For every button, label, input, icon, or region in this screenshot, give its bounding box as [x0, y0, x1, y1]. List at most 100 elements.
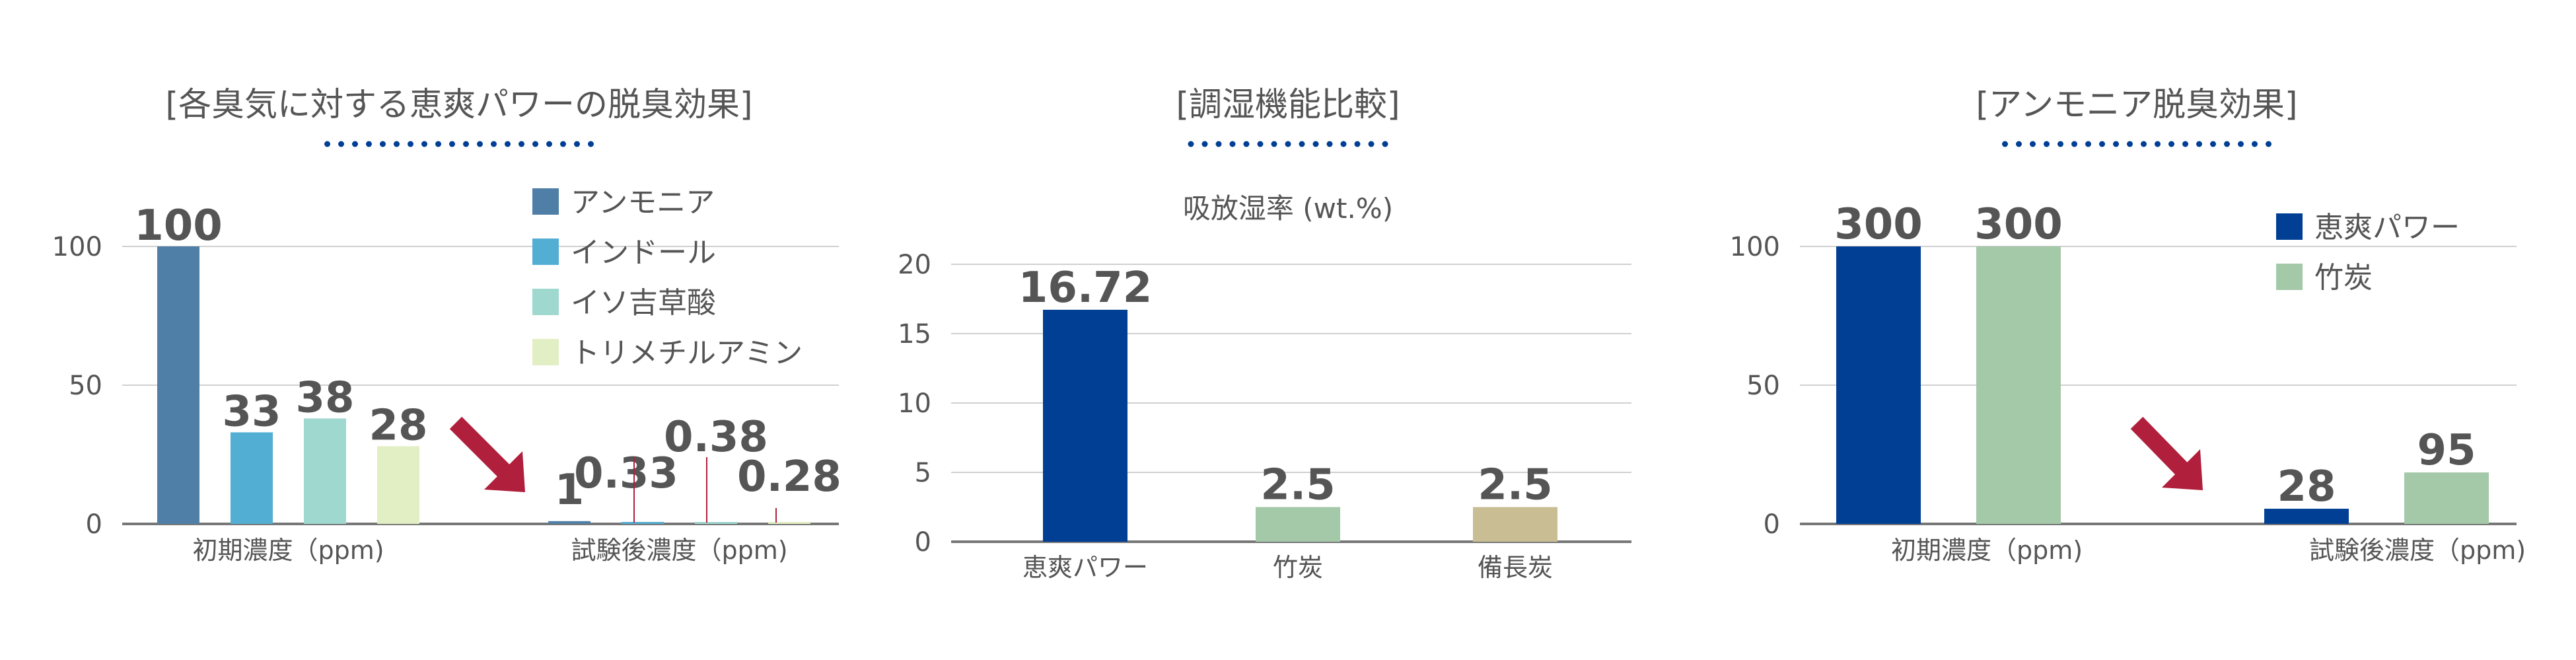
title-dot: [2057, 141, 2063, 147]
y-tick-label: 5: [915, 458, 931, 488]
title-dot: [352, 141, 358, 147]
y-tick-label: 0: [915, 527, 931, 558]
bar: [2404, 472, 2489, 524]
data-label: 28: [2277, 462, 2336, 511]
data-label: 0.38: [664, 413, 768, 462]
title-dot: [2210, 141, 2216, 147]
x-category-label: 試験後濃度（ppm): [2309, 536, 2526, 565]
arrow-head: [2162, 449, 2203, 490]
title-dot: [1326, 141, 1333, 147]
chart-ammonia-removal: [アンモニア脱臭効果] 0 50 100 300 300 初期濃度（ppm) 28 95 試験後濃…: [1730, 85, 2526, 565]
legend-swatch: [532, 339, 559, 365]
bar: [377, 446, 419, 524]
data-label: 300: [1974, 200, 2063, 249]
title-dot: [380, 141, 386, 147]
data-label: 38: [295, 373, 354, 422]
chart-odor-removal: [各臭気に対する恵爽パワーの脱臭効果] 0 50 100 100 33 38 28 初期濃度（p…: [52, 85, 841, 565]
data-label: 0.33: [574, 449, 678, 498]
title-dot: [505, 141, 511, 147]
title-dot: [338, 141, 344, 147]
title-dot: [394, 141, 400, 147]
title-underline-dots: [1188, 141, 1388, 147]
arrow-shaft: [2130, 416, 2195, 482]
legend-swatch: [2276, 213, 2303, 240]
title-dot: [2168, 141, 2174, 147]
title-dot: [1368, 141, 1375, 147]
title-dot: [2196, 141, 2202, 147]
chart-title: [アンモニア脱臭効果]: [1976, 85, 2297, 124]
x-category-label: 備長炭: [1478, 553, 1553, 582]
title-dot: [2002, 141, 2008, 147]
chart-title: [各臭気に対する恵爽パワーの脱臭効果]: [165, 85, 752, 124]
title-dot: [2155, 141, 2161, 147]
title-dot: [1312, 141, 1319, 147]
legend-label: 恵爽パワー: [2314, 211, 2460, 244]
title-dot: [1382, 141, 1388, 147]
title-dot: [1285, 141, 1291, 147]
title-dot: [435, 141, 441, 147]
data-label: 28: [369, 401, 427, 450]
bar: [768, 522, 810, 524]
data-label: 300: [1834, 200, 1923, 249]
arrow-shaft: [449, 416, 517, 484]
y-tick-label: 50: [69, 371, 102, 401]
bar: [695, 522, 737, 524]
title-dot: [519, 141, 524, 147]
bar: [1836, 246, 1921, 524]
x-category-label: 試験後濃度（ppm): [571, 536, 787, 565]
bar: [1043, 309, 1127, 542]
decrease-arrow: [449, 416, 525, 492]
title-dot: [477, 141, 483, 147]
data-label: 2.5: [1478, 461, 1552, 510]
title-dot: [1354, 141, 1361, 147]
legend-label: イソ吉草酸: [571, 286, 716, 320]
title-dot: [463, 141, 469, 147]
title-dot: [421, 141, 427, 147]
y-tick-label: 10: [898, 388, 931, 419]
title-underline-dots: [2002, 141, 2272, 147]
data-label: 95: [2417, 426, 2476, 475]
legend-swatch: [532, 289, 559, 315]
legend-label: トリメチルアミン: [571, 336, 803, 370]
chart-humidity-control: [調湿機能比較] 吸放湿率 (wt.%) 0 5 10 15 20 16.72 恵爽パワー 2.5…: [898, 85, 1631, 582]
title-dot: [408, 141, 413, 147]
title-dot: [491, 141, 497, 147]
title-dot: [2141, 141, 2147, 147]
data-label: 16.72: [1019, 264, 1152, 312]
bar: [1256, 507, 1340, 542]
bar: [622, 522, 664, 524]
title-dot: [2085, 141, 2091, 147]
data-label: 33: [222, 387, 281, 436]
title-dot: [1340, 141, 1347, 147]
title-dot: [2266, 141, 2272, 147]
title-dot: [574, 141, 580, 147]
bar: [2264, 509, 2349, 524]
title-dot: [588, 141, 594, 147]
data-label: 2.5: [1260, 461, 1335, 510]
title-dot: [546, 141, 552, 147]
bar: [1473, 507, 1557, 542]
bar: [548, 521, 590, 524]
y-tick-label: 0: [1764, 509, 1780, 540]
title-dot: [324, 141, 330, 147]
title-dot: [2252, 141, 2258, 147]
title-dot: [2030, 141, 2036, 147]
legend-label: インドール: [571, 236, 716, 270]
title-dot: [1229, 141, 1236, 147]
title-dot: [1271, 141, 1277, 147]
data-label: 100: [134, 202, 223, 250]
chart-subtitle: 吸放湿率 (wt.%): [1183, 192, 1393, 225]
title-dot: [2224, 141, 2230, 147]
x-category-label: 初期濃度（ppm): [1891, 536, 2083, 565]
title-dot: [2113, 141, 2119, 147]
y-tick-label: 50: [1746, 371, 1780, 401]
title-dot: [1188, 141, 1194, 147]
title-dot: [2044, 141, 2050, 147]
title-dot: [449, 141, 455, 147]
title-dot: [1243, 141, 1250, 147]
chart-title: [調湿機能比較]: [1176, 85, 1400, 124]
title-dot: [1201, 141, 1208, 147]
title-dot: [1299, 141, 1305, 147]
y-tick-label: 0: [86, 509, 102, 540]
